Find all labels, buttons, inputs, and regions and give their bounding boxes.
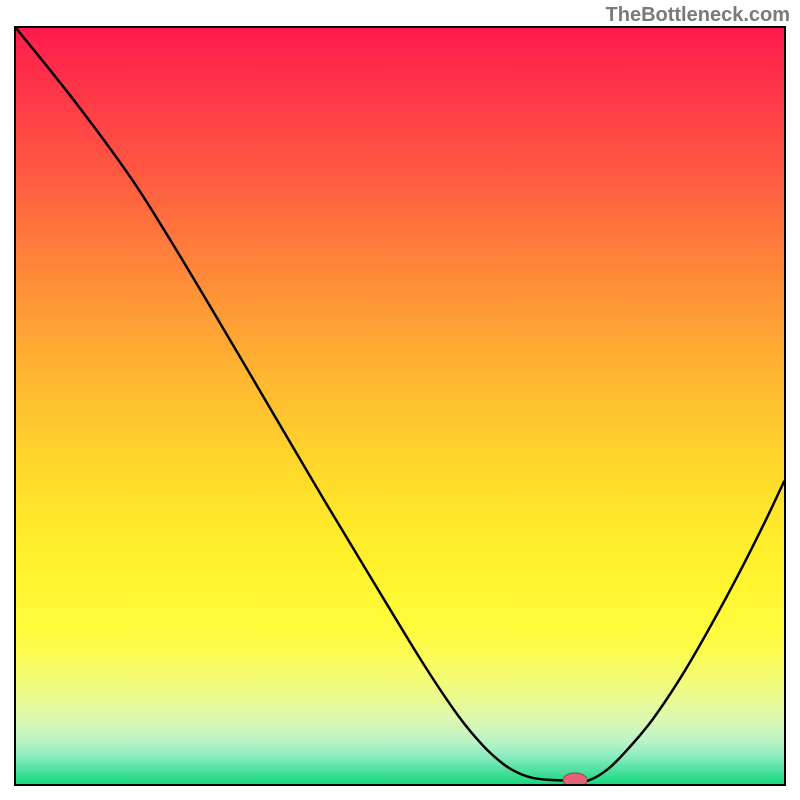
watermark-label: TheBottleneck.com	[606, 4, 790, 27]
chart-container: TheBottleneck.com	[0, 0, 800, 800]
bottleneck-curve	[16, 28, 784, 781]
plot-frame	[14, 26, 786, 786]
optimal-marker	[563, 773, 587, 784]
chart-overlay	[16, 28, 784, 784]
